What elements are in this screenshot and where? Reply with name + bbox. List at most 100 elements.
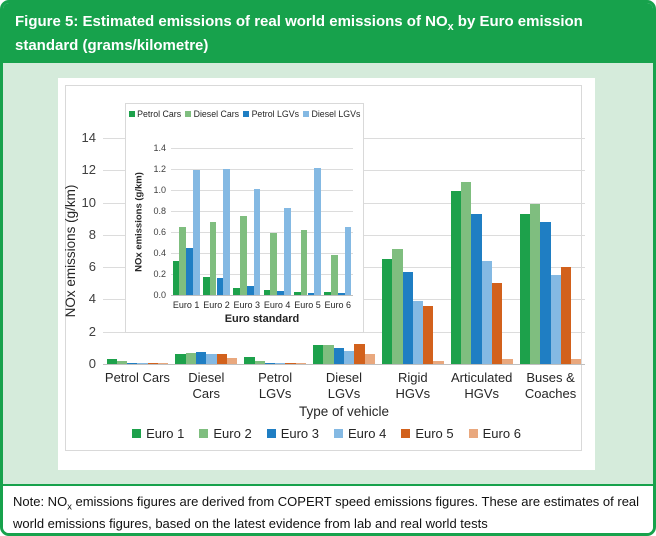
bar-euro-5-diesel-cars [216, 353, 227, 364]
bar-petrol-lgvs-euro-1 [186, 247, 193, 295]
bar-euro-1-diesel-lgvs [313, 344, 324, 364]
legend-item-euro-6: Euro 6 [468, 426, 521, 441]
bar-diesel-cars-euro-4 [270, 233, 278, 295]
figure-note: Note: NOx emissions figures are derived … [3, 484, 653, 533]
bar-euro-5-petrol-lgvs [285, 363, 296, 364]
bar-euro-4-rigid-hgvs [412, 301, 424, 364]
bar-euro-2-diesel-cars [185, 352, 196, 364]
figure-body: 0 2 4 6 8 10 12 14 Petrol Cars Diesel Cars Petrol … [3, 63, 653, 484]
bar-euro-1-petrol-cars [106, 358, 117, 364]
figure-title-bar: Figure 5: Estimated emissions of real wo… [3, 3, 653, 63]
category-label-euro-3: Euro 3 [233, 300, 261, 310]
y-tick-label: 4 [88, 291, 96, 307]
x-axis-line [171, 295, 353, 296]
figure-title-text: Figure 5: Estimated emissions of real wo… [15, 13, 583, 54]
bar-diesel-lgvs-euro-2 [223, 169, 230, 295]
legend-swatch [199, 429, 209, 438]
legend-item-petrol-lgvs: Petrol LGVs [243, 109, 299, 119]
bar-euro-3-buses-coaches [540, 221, 551, 364]
y-tick-label: 0.8 [153, 205, 166, 216]
bar-euro-3-articulated-hgvs [471, 213, 482, 364]
bar-euro-2-petrol-lgvs [254, 361, 265, 364]
bar-euro-1-petrol-lgvs [244, 356, 255, 364]
x-axis-title: Type of vehicle [298, 404, 390, 419]
legend-swatch [468, 429, 478, 438]
category-label-euro-6: Euro 6 [324, 300, 352, 310]
legend-swatch [132, 429, 142, 438]
y-tick-label: 0 [88, 356, 96, 371]
bar-euro-5-articulated-hgvs [491, 283, 503, 364]
y-tick-label: 0.0 [153, 289, 166, 300]
legend-swatch [266, 429, 276, 438]
legend-item-diesel-lgvs: Diesel LGVs [303, 109, 360, 119]
y-tick-label: 8 [88, 226, 96, 242]
bar-euro-5-diesel-lgvs [354, 344, 365, 364]
bar-petrol-cars-euro-4 [263, 289, 271, 295]
bar-euro-4-articulated-hgvs [481, 260, 492, 364]
legend-label: Euro 5 [415, 426, 454, 441]
bar-diesel-cars-euro-3 [240, 216, 247, 295]
bar-euro-6-petrol-lgvs [295, 363, 306, 364]
bar-petrol-cars-euro-1 [172, 261, 180, 295]
bar-euro-5-rigid-hgvs [423, 305, 434, 364]
inset-chart: 0.0 0.2 0.4 0.6 0.8 1.0 1.2 1.4 Euro 1 Euro 2 Euro… [125, 103, 364, 333]
category-label-euro-1: Euro 1 [172, 300, 200, 310]
bar-euro-6-diesel-cars [226, 357, 238, 364]
bar-petrol-lgvs-euro-2 [216, 278, 224, 295]
x-axis-title: Euro standard [224, 313, 300, 325]
note-suffix: emissions figures are derived from COPER… [13, 494, 640, 532]
bar-petrol-lgvs-euro-5 [307, 292, 315, 295]
legend-label: Euro 3 [280, 426, 319, 441]
bar-euro-4-diesel-lgvs [344, 350, 355, 364]
bar-diesel-cars-euro-6 [331, 255, 338, 295]
legend: Euro 1 Euro 2 Euro 3 Euro 4 Euro 5 Euro 6 [58, 426, 595, 441]
bar-euro-6-rigid-hgvs [433, 360, 444, 364]
bar-diesel-lgvs-euro-3 [253, 188, 261, 295]
bar-euro-3-petrol-lgvs [264, 362, 276, 364]
legend-swatch [334, 429, 343, 438]
bar-diesel-cars-euro-1 [179, 226, 187, 295]
bar-diesel-lgvs-euro-6 [344, 226, 352, 295]
bar-euro-1-buses-coaches [519, 213, 530, 364]
bar-diesel-lgvs-euro-5 [314, 167, 321, 295]
legend-label: Petrol Cars [137, 109, 182, 119]
bar-petrol-lgvs-euro-4 [277, 290, 284, 295]
y-tick-label: 6 [88, 259, 96, 275]
legend-label: Petrol LGVs [251, 109, 299, 119]
gridline [171, 169, 353, 170]
bar-diesel-cars-euro-5 [300, 229, 308, 295]
bar-petrol-lgvs-euro-3 [246, 285, 254, 295]
bar-euro-2-petrol-cars [116, 361, 128, 364]
category-label-euro-5: Euro 5 [294, 300, 321, 310]
y-axis-title: NOx emissions (g/km) [133, 171, 144, 272]
legend-label: Euro 6 [482, 426, 521, 441]
bar-euro-2-diesel-lgvs [323, 344, 334, 364]
bar-euro-2-rigid-hgvs [392, 249, 403, 364]
y-tick-label: 2 [88, 323, 96, 339]
bar-euro-6-diesel-lgvs [364, 353, 375, 364]
bar-euro-6-petrol-cars [157, 363, 169, 364]
category-label-articulated-hgvs: Articulated HGVs [450, 370, 513, 401]
y-tick-label: 1.0 [153, 184, 166, 195]
bar-euro-1-diesel-cars [175, 353, 186, 364]
y-tick-label: 12 [81, 162, 96, 178]
bar-euro-2-articulated-hgvs [461, 181, 472, 364]
note-subscript: x [67, 501, 72, 512]
gridline [171, 211, 353, 212]
gridline [171, 253, 353, 254]
legend-item-diesel-cars: Diesel Cars [185, 109, 239, 119]
y-tick-label: 1.4 [153, 142, 166, 153]
bar-euro-5-buses-coaches [560, 267, 572, 364]
legend-swatch [243, 111, 250, 117]
bar-petrol-lgvs-euro-6 [337, 292, 345, 295]
legend-swatch [303, 111, 309, 117]
y-tick-label: 0.4 [153, 247, 166, 258]
figure-title-subscript: x [447, 21, 454, 33]
figure-title-prefix: Figure 5: Estimated emissions of real wo… [15, 13, 448, 30]
bar-diesel-lgvs-euro-4 [283, 207, 291, 295]
legend-swatch [401, 429, 411, 438]
bar-euro-3-petrol-cars [127, 362, 138, 364]
category-label-euro-2: Euro 2 [203, 300, 230, 310]
y-tick-label: 0.6 [153, 226, 166, 237]
